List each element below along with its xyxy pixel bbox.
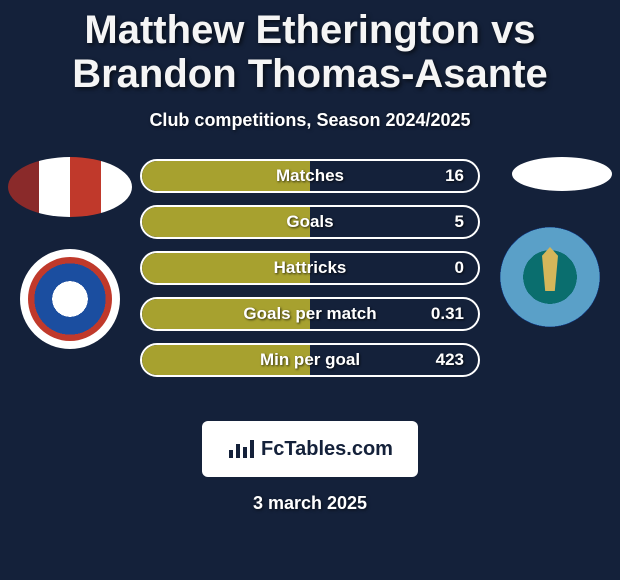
comparison-content: Matches16 Goals5 Hattricks0 Goals per match… xyxy=(0,157,620,397)
page-title: Matthew Etherington vs Brandon Thomas-As… xyxy=(0,0,620,96)
stat-bar-value: 5 xyxy=(455,207,464,237)
player-left-avatar xyxy=(8,157,132,217)
stat-bar: Goals5 xyxy=(140,205,480,239)
club-right-badge xyxy=(500,227,600,327)
stat-bar: Matches16 xyxy=(140,159,480,193)
stat-bar: Goals per match0.31 xyxy=(140,297,480,331)
stat-bar-label: Hattricks xyxy=(142,253,478,283)
subtitle: Club competitions, Season 2024/2025 xyxy=(0,110,620,131)
stat-bar-label: Min per goal xyxy=(142,345,478,375)
footer-logo-text: FcTables.com xyxy=(261,438,393,461)
stat-bar-label: Matches xyxy=(142,161,478,191)
stat-bar: Hattricks0 xyxy=(140,251,480,285)
stat-bar-value: 423 xyxy=(436,345,464,375)
footer-date: 3 march 2025 xyxy=(0,493,620,514)
stat-bar-value: 16 xyxy=(445,161,464,191)
player-right-avatar xyxy=(512,157,612,191)
chart-icon xyxy=(227,438,255,460)
stat-bar-value: 0 xyxy=(455,253,464,283)
stat-bar: Min per goal423 xyxy=(140,343,480,377)
footer-logo: FcTables.com xyxy=(202,421,418,477)
stat-bar-value: 0.31 xyxy=(431,299,464,329)
stat-bars: Matches16 Goals5 Hattricks0 Goals per match… xyxy=(140,159,480,377)
club-left-badge xyxy=(20,249,120,349)
stat-bar-label: Goals xyxy=(142,207,478,237)
stat-bar-label: Goals per match xyxy=(142,299,478,329)
